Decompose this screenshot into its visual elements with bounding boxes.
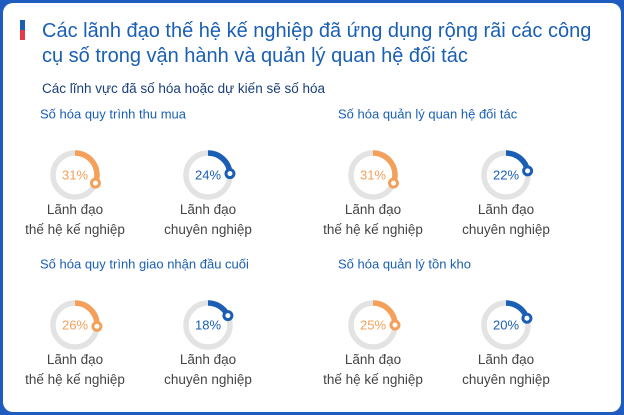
title: Các lãnh đạo thế hệ kế nghiệp đã ứng dụn… (42, 20, 592, 67)
value-label: 22% (493, 167, 519, 182)
gauge-end-dot (389, 319, 401, 331)
value-label: 25% (360, 317, 386, 332)
category-label: Lãnh đạo thế hệ kế nghiệp (323, 202, 423, 237)
chart: Số hóa quy trình thu mua 31% 24% Số hóa quả… (20, 20, 534, 350)
value-label: 31% (360, 167, 386, 182)
flag-bottom (20, 30, 25, 40)
value-label: 18% (195, 317, 221, 332)
value-label: 20% (493, 317, 519, 332)
gauge-end-dot (521, 312, 533, 324)
panel-title: Số hóa quy trình thu mua (40, 106, 187, 121)
category-label: Lãnh đạo chuyên nghiệp (164, 352, 252, 387)
subtitle: Các lĩnh vực đã số hóa hoặc dự kiến sẽ s… (42, 81, 325, 96)
value-label: 26% (62, 317, 88, 332)
gauge-end-dot (91, 320, 103, 332)
flag-top (20, 20, 25, 30)
category-label: Lãnh đạo chuyên nghiệp (164, 202, 252, 237)
category-label: Lãnh đạo thế hệ kế nghiệp (25, 202, 125, 237)
gauge-end-dot (224, 168, 236, 180)
panel-title: Số hóa quản lý quan hệ đối tác (338, 106, 518, 121)
category-label: Lãnh đạo chuyên nghiệp (462, 202, 550, 237)
value-label: 24% (195, 167, 221, 182)
category-label: Lãnh đạo thế hệ kế nghiệp (25, 352, 125, 387)
value-label: 31% (62, 167, 88, 182)
gauge-end-dot (89, 177, 101, 189)
panel-title: Số hóa quản lý tồn kho (338, 256, 471, 271)
gauge-end-dot (387, 177, 399, 189)
card: Số hóa quy trình thu mua 31% 24% Số hóa quả… (3, 3, 621, 412)
category-label: Lãnh đạo chuyên nghiệp (462, 352, 550, 387)
panel-title: Số hóa quy trình giao nhận đầu cuối (40, 256, 249, 271)
gauge-end-dot (522, 165, 534, 177)
category-label: Lãnh đạo thế hệ kế nghiệp (323, 352, 423, 387)
gauge-end-dot (222, 310, 234, 322)
